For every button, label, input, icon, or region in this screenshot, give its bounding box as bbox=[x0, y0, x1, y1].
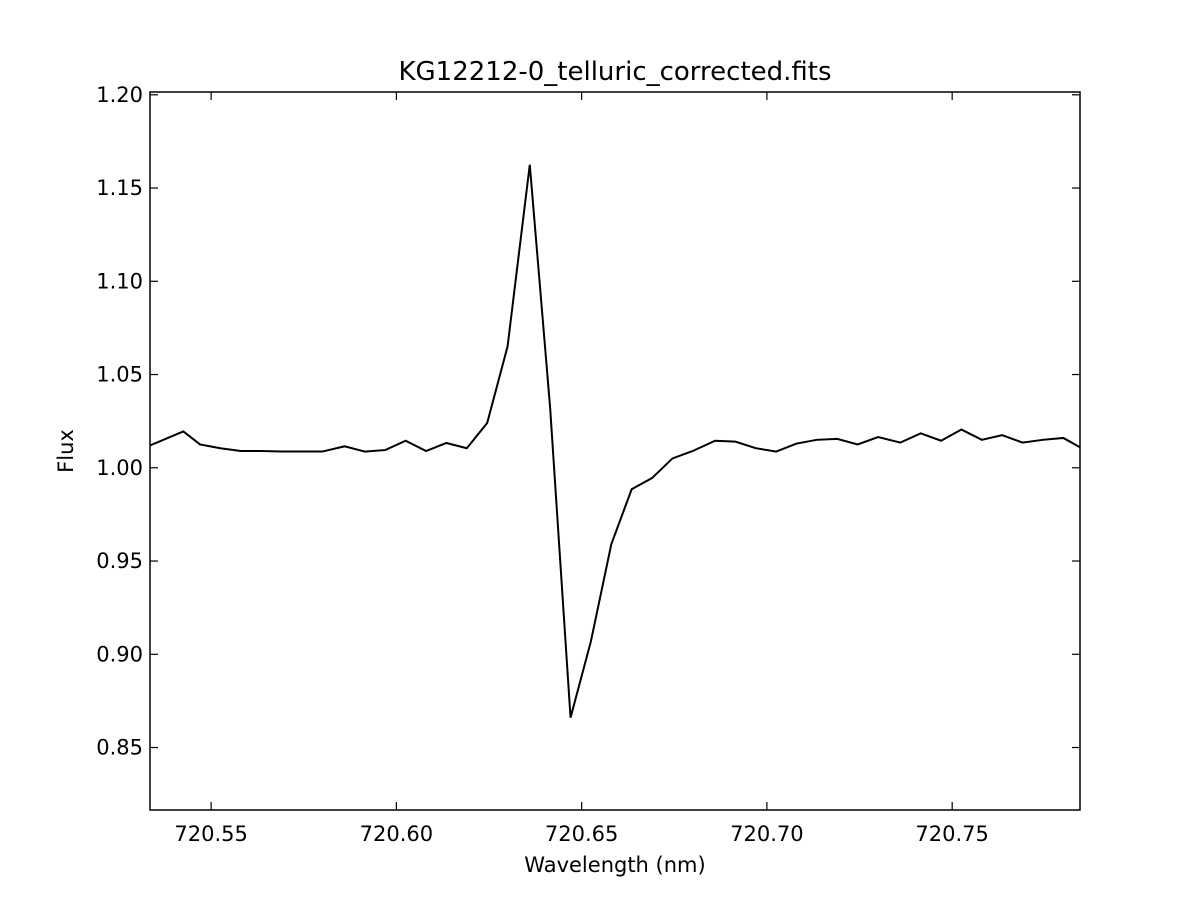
plot-area-frame bbox=[149, 91, 1081, 811]
y-tick-label: 1.00 bbox=[96, 456, 143, 480]
y-tick-label: 0.95 bbox=[96, 549, 143, 573]
y-tick-label: 1.10 bbox=[96, 269, 143, 293]
axis-ticks bbox=[150, 92, 1080, 810]
x-tick-label: 720.75 bbox=[915, 822, 988, 846]
y-tick-label: 1.20 bbox=[96, 83, 143, 107]
y-axis-label: Flux bbox=[54, 429, 78, 473]
y-tick-label: 0.85 bbox=[96, 736, 143, 760]
y-tick-label: 1.05 bbox=[96, 363, 143, 387]
x-tick-label: 720.70 bbox=[730, 822, 803, 846]
chart-title: KG12212-0_telluric_corrected.fits bbox=[398, 57, 831, 87]
axis-tick-labels: 720.55 720.60 720.65 720.70 720.75 0.85 0.90 0.… bbox=[96, 83, 989, 846]
flux-series-line bbox=[150, 164, 1080, 718]
x-tick-label: 720.60 bbox=[360, 822, 433, 846]
y-tick-label: 1.15 bbox=[96, 176, 143, 200]
y-tick-label: 0.90 bbox=[96, 642, 143, 666]
x-tick-label: 720.55 bbox=[174, 822, 247, 846]
x-tick-label: 720.65 bbox=[545, 822, 618, 846]
x-axis-label: Wavelength (nm) bbox=[524, 853, 705, 877]
